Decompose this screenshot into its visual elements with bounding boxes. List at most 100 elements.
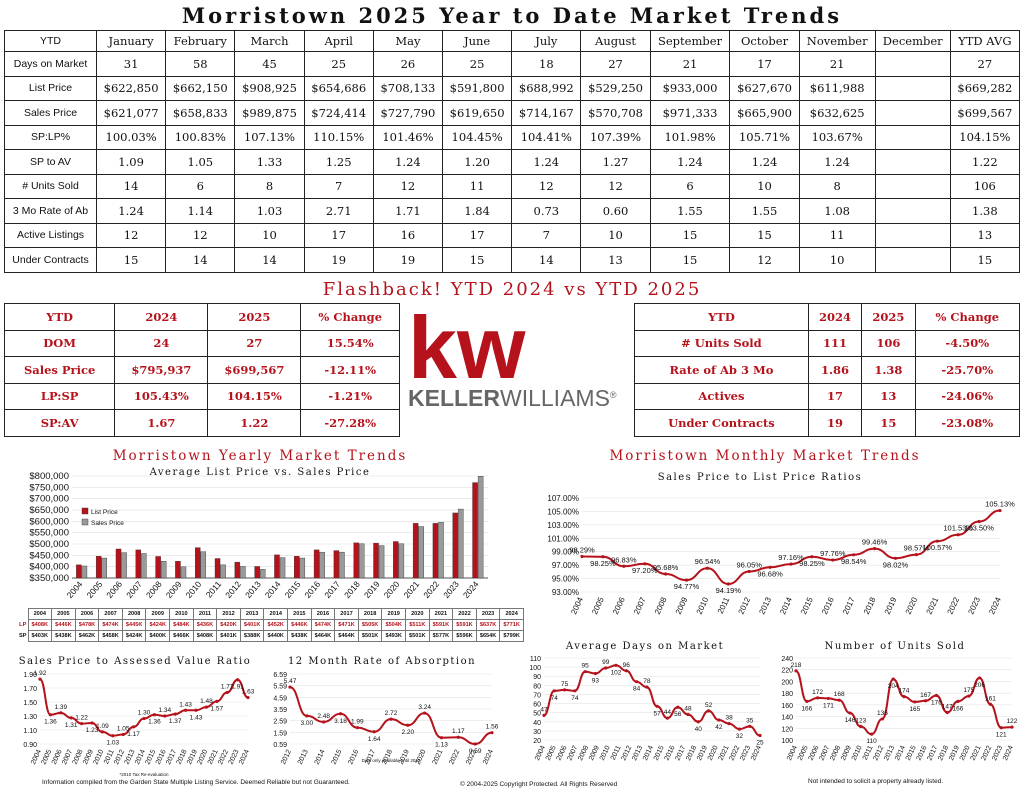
table-cell: 104.45% xyxy=(442,124,513,150)
x-tick-label: 2024 xyxy=(987,595,1003,615)
table-row: List Price $622,850 $662,150 $908,925 $654,6… xyxy=(4,75,1021,101)
data-label: 75 xyxy=(561,681,569,688)
compare-cell: Under Contracts xyxy=(634,409,809,437)
x-tick-label: 2023 xyxy=(966,595,982,615)
data-label: 123 xyxy=(855,718,866,725)
bar-sales xyxy=(458,508,464,579)
header-cell: October xyxy=(729,30,800,52)
data-point xyxy=(69,716,73,720)
sp-lp-ratio-chart: 107.00% 105.00% 103.00% 101.00% 99.00% 97.00%… xyxy=(547,494,1015,616)
x-tick-label: 2017 xyxy=(322,579,342,600)
dom-chart-title: Average Days on Market xyxy=(565,641,725,652)
compare-cell: 27 xyxy=(207,329,302,357)
table-cell: 1.24 xyxy=(798,149,876,175)
data-label: 1.57 xyxy=(210,705,223,712)
x-tick-label: 2014 xyxy=(778,595,794,615)
table-cell: 106 xyxy=(949,173,1021,199)
lp-value-cell: $458K xyxy=(98,630,123,642)
table-cell: 10 xyxy=(798,247,876,273)
bar-sales xyxy=(299,557,306,579)
lp-value-cell: $501K xyxy=(357,630,383,642)
data-point xyxy=(1010,725,1014,729)
compare-cell: 104.15% xyxy=(207,382,302,410)
data-point xyxy=(406,723,410,727)
lp-value-cell: $420K xyxy=(216,619,241,631)
data-label: 2.72 xyxy=(385,710,398,717)
header-cell: YTD AVG xyxy=(949,30,1021,52)
table-cell: $570,708 xyxy=(580,100,651,126)
bar-list xyxy=(95,556,102,579)
data-point xyxy=(305,714,309,718)
data-point xyxy=(542,713,546,717)
kw-registered: ® xyxy=(610,390,617,400)
lp-value-cell: $400K xyxy=(145,630,171,642)
data-point xyxy=(737,727,742,731)
y-tick-label: 99.00% xyxy=(552,548,579,557)
bar-list xyxy=(175,561,181,579)
data-label: 42 xyxy=(715,724,723,731)
data-point xyxy=(246,695,250,700)
compare-cell: 2024 xyxy=(807,303,863,331)
table-cell: 17 xyxy=(442,222,513,248)
y-tick-label: 97.00% xyxy=(552,561,579,570)
legend-label: List Price xyxy=(91,509,118,516)
data-label: 74 xyxy=(571,695,579,702)
table-cell: 27 xyxy=(580,51,651,77)
flashback-title: Flashback! YTD 2024 vs YTD 2025 xyxy=(322,279,702,300)
table-cell: 17 xyxy=(729,51,800,77)
compare-cell: Actives xyxy=(634,382,809,410)
table-cell: 7 xyxy=(303,173,374,199)
table-cell: 14 xyxy=(165,247,236,273)
bar-sales xyxy=(180,566,187,579)
table-cell: 104.15% xyxy=(949,124,1021,150)
x-tick-label: 2022 xyxy=(945,595,961,615)
lp-value-cell: $438K xyxy=(287,630,312,642)
bar-list xyxy=(452,512,458,579)
data-label: 48 xyxy=(684,705,692,712)
data-label: 2.20 xyxy=(402,729,415,736)
header-cell: March xyxy=(234,30,305,52)
y-tick-label: 60 xyxy=(533,702,541,709)
table-cell: 26 xyxy=(372,51,444,77)
bar-sales xyxy=(359,543,365,579)
compare-row: Sales Price $795,937 $699,567 -12.11% xyxy=(3,356,400,384)
compare-cell: 2025 xyxy=(207,303,302,331)
table-cell: 14 xyxy=(234,247,305,273)
header-cell: November xyxy=(798,30,876,52)
data-label: 57 xyxy=(654,710,662,717)
data-point xyxy=(816,696,820,700)
data-label: 1.34 xyxy=(158,707,171,714)
table-cell: 7 xyxy=(511,222,582,248)
y-tick-label: 110 xyxy=(530,656,541,663)
data-label: 1.43 xyxy=(179,701,192,708)
table-cell: 18 xyxy=(511,51,582,77)
data-label: 102 xyxy=(611,669,622,676)
compare-cell: 1.86 xyxy=(807,356,863,384)
lp-year-cell: 2021 xyxy=(428,608,454,620)
lp-year-cell: 2014 xyxy=(263,608,289,620)
y-tick-label: 100 xyxy=(781,738,793,745)
y-tick-label: $600,000 xyxy=(29,516,69,527)
x-tick-label: 2021 xyxy=(925,595,941,615)
data-label: 136 xyxy=(877,710,888,717)
data-point xyxy=(988,702,992,706)
x-tick-label: 2007 xyxy=(632,595,648,615)
table-cell: $699,567 xyxy=(949,100,1021,126)
data-point xyxy=(748,724,752,728)
bar-list xyxy=(294,556,300,579)
table-row: SP to AV 1.09 1.05 1.33 1.25 1.24 1.20 1.24 1.27… xyxy=(4,149,1021,175)
table-row: Days on Market 31 58 45 25 26 25 18 27 21 17 21 27 xyxy=(4,51,1021,77)
table-cell: $724,414 xyxy=(303,100,374,126)
data-label: 100.57% xyxy=(922,543,952,552)
lp-value-cell: $501K xyxy=(405,630,430,642)
table-cell: $908,925 xyxy=(234,75,305,101)
table-cell: 1.71 xyxy=(372,198,444,224)
data-point xyxy=(893,556,898,560)
chart-note: Data only available until 2012 xyxy=(362,758,421,763)
table-cell: 31 xyxy=(95,51,167,77)
table-cell: 12 xyxy=(165,222,236,248)
table-cell: 15 xyxy=(649,222,731,248)
bar-sales xyxy=(279,557,286,579)
units-sold-chart: 2402202001801601401201002004200520062007… xyxy=(781,656,1017,762)
